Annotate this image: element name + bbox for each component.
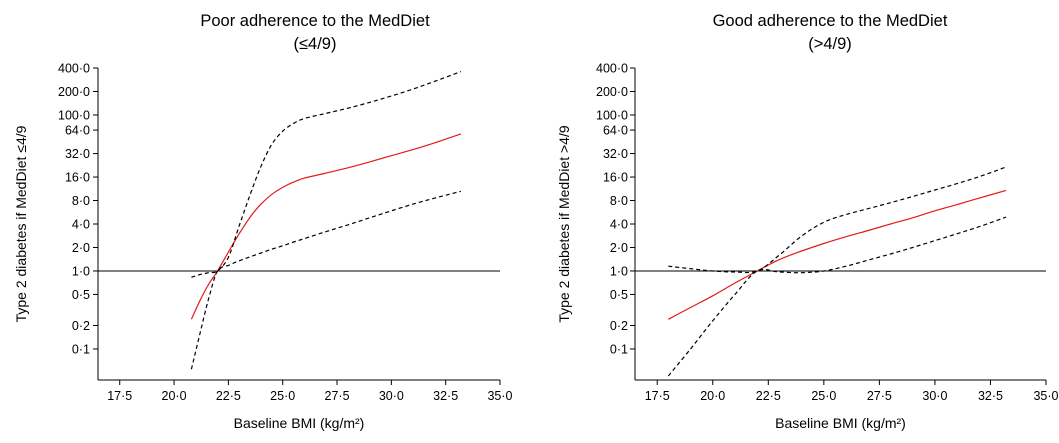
x-axis-label: Baseline BMI (kg/m²) bbox=[775, 415, 906, 431]
chart-panel-1: Poor adherence to the MedDiet (≤4/9) 0·1 0·… bbox=[13, 12, 513, 431]
x-tick-label: 27·5 bbox=[325, 389, 350, 403]
y-tick-label: 8·0 bbox=[610, 194, 628, 208]
y-tick-label: 1·0 bbox=[72, 264, 90, 278]
y-tick-label: 16·0 bbox=[603, 171, 628, 185]
x-tick-label: 32·5 bbox=[978, 389, 1003, 403]
y-tick-label: 400·0 bbox=[58, 62, 90, 76]
y-tick-label: 200·0 bbox=[58, 85, 90, 99]
y-tick-label: 4·0 bbox=[610, 218, 628, 232]
y-tick-label: 64·0 bbox=[65, 124, 90, 138]
x-tick-label: 22·5 bbox=[756, 389, 781, 403]
y-axis-label: Type 2 diabetes if MedDiet >4/9 bbox=[556, 125, 572, 322]
y-tick-label: 16·0 bbox=[65, 171, 90, 185]
series-line-upper bbox=[191, 71, 462, 278]
x-tick-label: 25·0 bbox=[811, 389, 836, 403]
y-tick-label: 0·2 bbox=[72, 319, 90, 333]
y-tick-label: 0·5 bbox=[72, 288, 90, 302]
chart-subtitle: (>4/9) bbox=[808, 35, 852, 53]
x-tick-label: 27·5 bbox=[867, 389, 892, 403]
y-tick-label: 1·0 bbox=[610, 264, 628, 278]
x-tick-label: 20·0 bbox=[162, 389, 187, 403]
x-tick-label: 35·0 bbox=[1033, 389, 1058, 403]
y-tick-label: 0·1 bbox=[610, 342, 628, 356]
y-tick-label: 2·0 bbox=[610, 241, 628, 255]
x-tick-label: 32·5 bbox=[433, 389, 458, 403]
series-line-estimate bbox=[668, 189, 1007, 320]
x-tick-label: 20·0 bbox=[700, 389, 725, 403]
y-tick-label: 4·0 bbox=[72, 218, 90, 232]
series-line-upper bbox=[668, 166, 1007, 274]
y-tick-label: 200·0 bbox=[596, 85, 628, 99]
y-tick-label: 0·5 bbox=[610, 288, 628, 302]
series-line-estimate bbox=[190, 133, 462, 320]
y-axis-label: Type 2 diabetes if MedDiet ≤4/9 bbox=[13, 125, 29, 322]
x-tick-label: 25·0 bbox=[270, 389, 295, 403]
y-tick-label: 32·0 bbox=[603, 147, 628, 161]
x-axis-label: Baseline BMI (kg/m²) bbox=[234, 415, 365, 431]
y-tick-label: 100·0 bbox=[58, 108, 90, 122]
y-tick-label: 0·2 bbox=[610, 319, 628, 333]
y-tick-label: 2·0 bbox=[72, 241, 90, 255]
chart-title: Good adherence to the MedDiet bbox=[713, 12, 948, 30]
y-tick-label: 32·0 bbox=[65, 147, 90, 161]
y-tick-label: 8·0 bbox=[72, 194, 90, 208]
y-tick-label: 0·1 bbox=[72, 342, 90, 356]
chart-title: Poor adherence to the MedDiet bbox=[200, 12, 430, 30]
y-tick-label: 100·0 bbox=[596, 108, 628, 122]
y-tick-label: 400·0 bbox=[596, 62, 628, 76]
chart-panel-2: Good adherence to the MedDiet (>4/9) 0·1 0·… bbox=[556, 12, 1059, 431]
x-tick-label: 35·0 bbox=[487, 389, 512, 403]
y-tick-label: 64·0 bbox=[603, 124, 628, 138]
series-line-lower bbox=[667, 216, 1007, 377]
chart-subtitle: (≤4/9) bbox=[294, 35, 337, 53]
x-tick-label: 17·5 bbox=[645, 389, 670, 403]
x-tick-label: 22·5 bbox=[216, 389, 241, 403]
x-tick-label: 30·0 bbox=[379, 389, 404, 403]
series-line-lower bbox=[190, 190, 462, 370]
x-tick-label: 30·0 bbox=[922, 389, 947, 403]
x-tick-label: 17·5 bbox=[107, 389, 132, 403]
